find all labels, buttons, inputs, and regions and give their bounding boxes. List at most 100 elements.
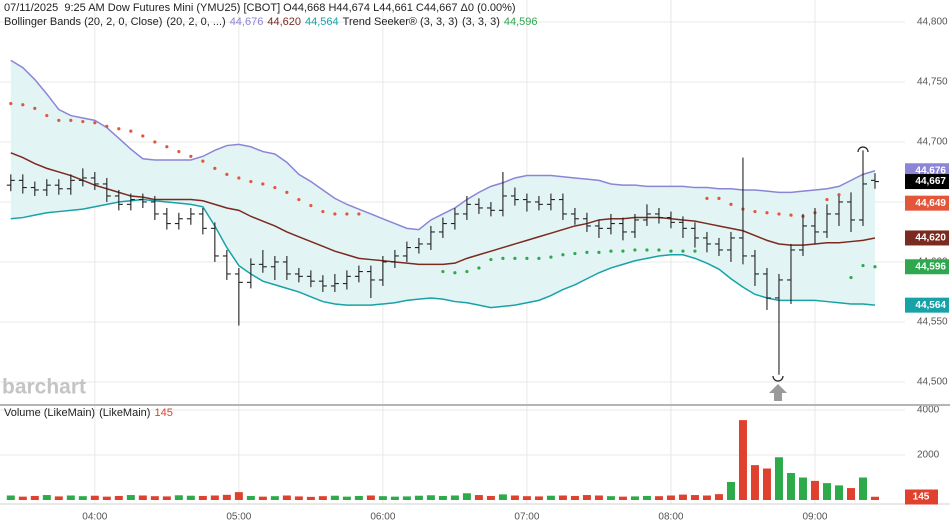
legend-value: 44,620 [267,16,301,28]
price-tag-label: 44,676 [915,165,946,176]
y-tick-label: 44,800 [917,17,948,28]
y-tick-label: 44,500 [917,377,948,388]
volume-bar [510,495,519,500]
trend-dot [765,211,769,215]
volume-bar [18,496,27,500]
indicator-label: Trend Seeker® (3, 3, 3) [342,16,458,28]
trend-dot [333,212,337,216]
price-tag-label: 44,649 [915,198,946,209]
volume-bar [834,485,843,500]
volume-bar [486,495,495,500]
indicator-params: (20, 2, 0, ...) [166,16,226,28]
trend-dot [57,118,61,122]
volume-bar [774,457,783,500]
trend-dot [81,119,85,124]
trend-dot [249,179,253,184]
x-tick-label: 05:00 [226,512,251,523]
trend-dot [489,257,493,262]
volume-bar [282,495,291,500]
trend-dot [189,154,193,158]
volume-bar [378,496,387,500]
y-tick-label: 44,750 [917,77,948,88]
reversal-marker [772,375,784,382]
legend-value: 44,596 [503,16,538,28]
volume-bar [234,492,243,500]
trend-dot [525,256,529,260]
volume-bar [330,495,339,500]
reversal-marker [857,146,869,153]
volume-bar [222,494,231,500]
trend-dot [9,101,13,106]
price-tag [905,297,949,313]
trend-dot [345,212,349,216]
trend-dot [477,266,481,270]
volume-bar [366,495,375,500]
legend-value: 44,676 [229,16,264,28]
trend-dot [669,249,673,253]
trend-dot [237,176,241,180]
header-line: 07/11/2025 9:25 AM Dow Futures Mini (YMU… [4,2,520,14]
axes: 44,80044,75044,70044,65044,60044,55044,5… [82,17,949,523]
volume-bar [558,495,567,500]
volume-bar [414,495,423,500]
watermark: barchart [2,376,86,399]
trend-dot [729,202,733,206]
trend-dot [285,190,289,194]
volume-bar [630,496,639,500]
volume-bar [450,495,459,500]
trend-dot [837,193,841,197]
trend-dot [105,124,109,128]
volume-bar [654,496,663,500]
trend-dot [69,118,73,122]
trend-dot [513,256,517,260]
price-tag-label: 44,596 [915,261,946,272]
indicator-legend: Bollinger Bands (20, 2, 0, Close) (20, 2,… [4,16,542,28]
trend-dot [849,275,853,280]
trend-dot [21,103,25,107]
volume-tag [905,489,938,505]
trend-dot [549,255,553,259]
y-tick-label: 44,550 [917,317,948,328]
trend-dot [561,253,565,257]
trend-dot [357,212,361,216]
trend-dot [93,121,97,125]
trend-dot [45,113,49,118]
legend-value: 145 [154,407,173,419]
trend-dot [537,256,541,260]
band-line [10,59,876,231]
volume-bar [618,496,627,500]
volume-bar [726,482,735,500]
volume-bar [174,495,183,500]
volume-bar [66,495,75,500]
trend-dot [441,269,445,274]
volume-bar [666,495,675,500]
trend-dot [657,248,661,252]
volume-bar [822,483,831,500]
trend-dot [585,250,589,254]
volume-bar [702,495,711,500]
trend-dot [681,249,685,253]
signal-arrow [769,384,787,401]
price-tag [905,195,949,211]
volume-bar [462,493,471,500]
volume-bar [750,465,759,500]
trend-dot [861,263,865,268]
price-tag-label: 44,620 [915,233,946,244]
trend-dot [621,249,625,253]
volume-bar [210,495,219,500]
volume-pane [6,420,879,500]
indicator-params: (3, 3, 3) [461,16,500,28]
volume-bar [258,496,267,500]
volume-bar [42,495,51,500]
trend-dot [753,209,757,214]
y-tick-label: 44,700 [917,137,948,148]
trend-dot [33,106,37,110]
volume-bar [90,495,99,500]
trend-dot [465,269,469,274]
price-tag-label: 44,667 [915,176,946,187]
volume-bar [354,495,363,500]
x-tick-label: 09:00 [802,512,827,523]
trend-dot [129,129,133,133]
volume-bar [186,495,195,500]
volume-bar [498,494,507,500]
